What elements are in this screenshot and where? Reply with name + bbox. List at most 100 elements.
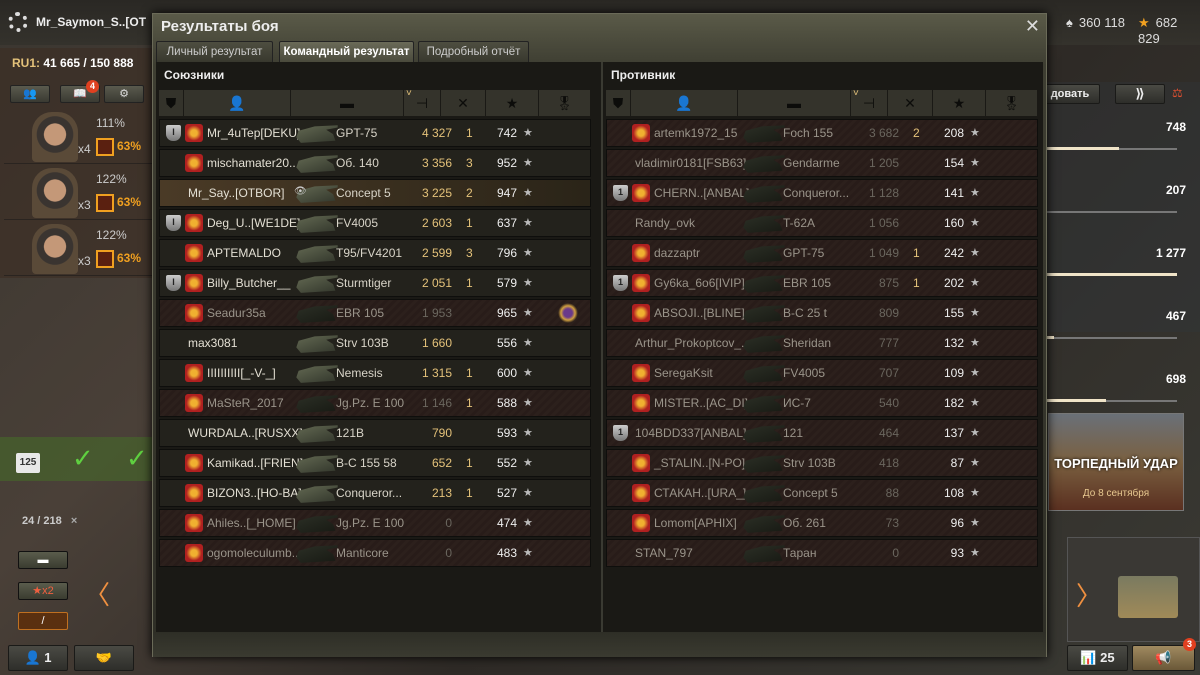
crew-member[interactable]: x4 111% 63% (4, 110, 152, 164)
arrow-right-icon[interactable]: 〉 (1076, 581, 1103, 611)
player-name[interactable]: STAN_797 (635, 546, 693, 560)
kills-column-icon[interactable]: ✕ (888, 90, 933, 116)
crew-member[interactable]: x3 122% 63% (4, 222, 152, 276)
player-name[interactable]: Kamikad..[FRIEN] (207, 456, 304, 470)
player-name[interactable]: Deg_U..[WE1DE] (207, 216, 301, 230)
tab-team[interactable]: Командный результат (279, 41, 414, 62)
player-name[interactable]: MISTER..[AC_DI] (654, 396, 749, 410)
table-row[interactable]: SeregaKsit FV4005 707 109 ★ (606, 359, 1038, 387)
table-row[interactable]: СТАКАН..[URA_] Concept 5 88 108 ★ (606, 479, 1038, 507)
table-row[interactable]: ogomoleculumb.. Manticore 0 483 ★ (159, 539, 591, 567)
table-row[interactable]: IIIIIIIIII[_-V-_] Nemesis 1 315 1 600 ★ (159, 359, 591, 387)
platoon-button[interactable]: 👤 1 (8, 645, 68, 671)
xp-column-icon[interactable]: ★ (933, 90, 986, 116)
player-name[interactable]: max3081 (188, 336, 238, 350)
skills-button[interactable]: ⚙ (104, 85, 144, 103)
table-row[interactable]: 1 CHERN..[ANBAL] Conqueror... 1 128 141 ★ (606, 179, 1038, 207)
player-name[interactable]: Gy6ka_6o6[IVIP] (654, 276, 745, 290)
player-name[interactable]: BIZON3..[HO-BA] (207, 486, 302, 500)
table-row[interactable]: mischamater20.. Об. 140 3 356 3 952 ★ (159, 149, 591, 177)
player-name[interactable]: CHERN..[ANBAL] (654, 186, 750, 200)
medal-column-icon[interactable]: 🎖 (986, 90, 1038, 116)
player-name[interactable]: MaSteR_2017 (207, 396, 284, 410)
player-name[interactable]: ogomoleculumb.. (207, 546, 299, 560)
player-name[interactable]: IIIIIIIIII[_-V-_] (207, 366, 276, 380)
damage-column-icon[interactable]: ⊣ (404, 81, 441, 116)
player-name[interactable]: Seadur35a (207, 306, 266, 320)
player-name[interactable]: Ahiles..[_HOME] (207, 516, 296, 530)
player-name[interactable]: Arthur_Prokoptcov_.. (635, 336, 748, 350)
table-row[interactable]: I Mr_4uTep[DEKU] GPT-75 4 327 1 742 ★ (159, 119, 591, 147)
table-row[interactable]: Randy_ovk T-62A 1 056 160 ★ (606, 209, 1038, 237)
player-name[interactable]: WURDALA..[RUSXX] (188, 426, 303, 440)
boost-button[interactable]: ★x2 (18, 582, 68, 600)
table-row[interactable]: Seadur35a EBR 105 1 953 965 ★ (159, 299, 591, 327)
tank-filter-button[interactable]: ▬ (18, 551, 68, 569)
player-name[interactable]: artemk1972_15 (654, 126, 738, 140)
table-row[interactable]: artemk1972_15 Foch 155 3 682 2 208 ★ (606, 119, 1038, 147)
table-row[interactable]: Ahiles..[_HOME] Jg.Pz. E 100 0 474 ★ (159, 509, 591, 537)
table-row[interactable]: I Deg_U..[WE1DE] FV4005 2 603 1 637 ★ (159, 209, 591, 237)
platoon-column-icon[interactable]: ⛊ (606, 90, 631, 116)
xp-column-icon[interactable]: ★ (486, 90, 539, 116)
table-row[interactable]: dazzaptr GPT-75 1 049 1 242 ★ (606, 239, 1038, 267)
table-row[interactable]: ABSOJI..[BLINE] B-C 25 t 809 155 ★ (606, 299, 1038, 327)
damage-column-icon[interactable]: ⊣ (851, 81, 888, 116)
player-name[interactable]: СТАКАН..[URA_] (654, 486, 747, 500)
close-icon[interactable]: × (70, 515, 78, 527)
player-column-icon[interactable]: 👤 (631, 90, 738, 116)
medal-icon[interactable] (558, 303, 578, 323)
crew-button[interactable]: 👥 (10, 85, 50, 103)
platoon-column-icon[interactable]: ⛊ (159, 90, 184, 116)
medal-column-icon[interactable]: 🎖 (539, 90, 591, 116)
kills-column-icon[interactable]: ✕ (441, 90, 486, 116)
player-name[interactable]: Billy_Butcher__ (207, 276, 291, 290)
table-row[interactable]: vladimir0181[FSB63] Gendarme 1 205 154 ★ (606, 149, 1038, 177)
table-row[interactable]: _STALIN..[N-PO] Strv 103B 418 87 ★ (606, 449, 1038, 477)
player-name[interactable]: 104BDD337[ANBAL] (635, 426, 747, 440)
table-row[interactable]: max3081 Strv 103B 1 660 556 ★ (159, 329, 591, 357)
research-button[interactable]: довать (1040, 84, 1100, 104)
camo-button[interactable]: / (18, 612, 68, 630)
player-name[interactable]: ABSOJI..[BLINE] (654, 306, 745, 320)
table-row[interactable]: 1 Gy6ka_6o6[IVIP] EBR 105 875 1 202 ★ (606, 269, 1038, 297)
player-name[interactable]: Mr_4uTep[DEKU] (207, 126, 301, 140)
stats-button[interactable]: 📊 25 (1067, 645, 1128, 671)
arrow-left-icon[interactable]: 〈 (84, 580, 111, 610)
tank-column-icon[interactable]: ▬ (291, 90, 404, 116)
table-row[interactable]: MaSteR_2017 Jg.Pz. E 100 1 146 1 588 ★ (159, 389, 591, 417)
player-name[interactable]: APTEMALDO (207, 246, 282, 260)
table-row[interactable]: Mr_Say..[OTBOR] 👁 Concept 5 3 225 2 947 ★ (159, 179, 591, 207)
player-name[interactable]: Randy_ovk (635, 216, 696, 230)
upgrade-button[interactable]: ⟫ (1115, 84, 1165, 104)
close-icon[interactable]: ✕ (1024, 16, 1040, 36)
table-row[interactable]: Kamikad..[FRIEN] B-C 155 58 652 1 552 ★ (159, 449, 591, 477)
player-name[interactable]: _STALIN..[N-PO] (654, 456, 746, 470)
table-row[interactable]: WURDALA..[RUSXX] 121B 790 593 ★ (159, 419, 591, 447)
event-banner[interactable]: ТОРПЕДНЫЙ УДАР До 8 сентября (1048, 413, 1184, 511)
ticket-counter[interactable]: 125 (16, 453, 40, 473)
tank-column-icon[interactable]: ▬ (738, 90, 851, 116)
tab-detailed[interactable]: Подробный отчёт (418, 41, 529, 62)
player-name[interactable]: Lomom[APHIX] (654, 516, 737, 530)
player-name[interactable]: Mr_Say..[OTBOR] (188, 186, 285, 200)
table-row[interactable]: I Billy_Butcher__ Sturmtiger 2 051 1 579 ★ (159, 269, 591, 297)
player-name[interactable]: Mr_Saymon_S..[OT (36, 15, 147, 29)
table-row[interactable]: 1 104BDD337[ANBAL] 121 464 137 ★ (606, 419, 1038, 447)
friends-button[interactable]: 🤝 (74, 645, 134, 671)
table-row[interactable]: Lomom[APHIX] Об. 261 73 96 ★ (606, 509, 1038, 537)
tab-personal[interactable]: Личный результат (156, 41, 273, 62)
player-name[interactable]: vladimir0181[FSB63] (635, 156, 747, 170)
container-offer[interactable]: 〉 (1067, 537, 1200, 642)
table-row[interactable]: BIZON3..[HO-BA] Conqueror... 213 1 527 ★ (159, 479, 591, 507)
player-column-icon[interactable]: 👤 (184, 90, 291, 116)
table-row[interactable]: APTEMALDO T95/FV4201 2 599 3 796 ★ (159, 239, 591, 267)
table-row[interactable]: MISTER..[AC_DI] ИС-7 540 182 ★ (606, 389, 1038, 417)
table-row[interactable]: STAN_797 Таран 0 93 ★ (606, 539, 1038, 567)
balance-icon[interactable]: ⚖ (1172, 86, 1183, 100)
gear-icon[interactable] (8, 12, 28, 32)
player-name[interactable]: mischamater20.. (207, 156, 296, 170)
player-name[interactable]: dazzaptr (654, 246, 701, 260)
player-name[interactable]: SeregaKsit (654, 366, 713, 380)
table-row[interactable]: Arthur_Prokoptcov_.. Sheridan 777 132 ★ (606, 329, 1038, 357)
